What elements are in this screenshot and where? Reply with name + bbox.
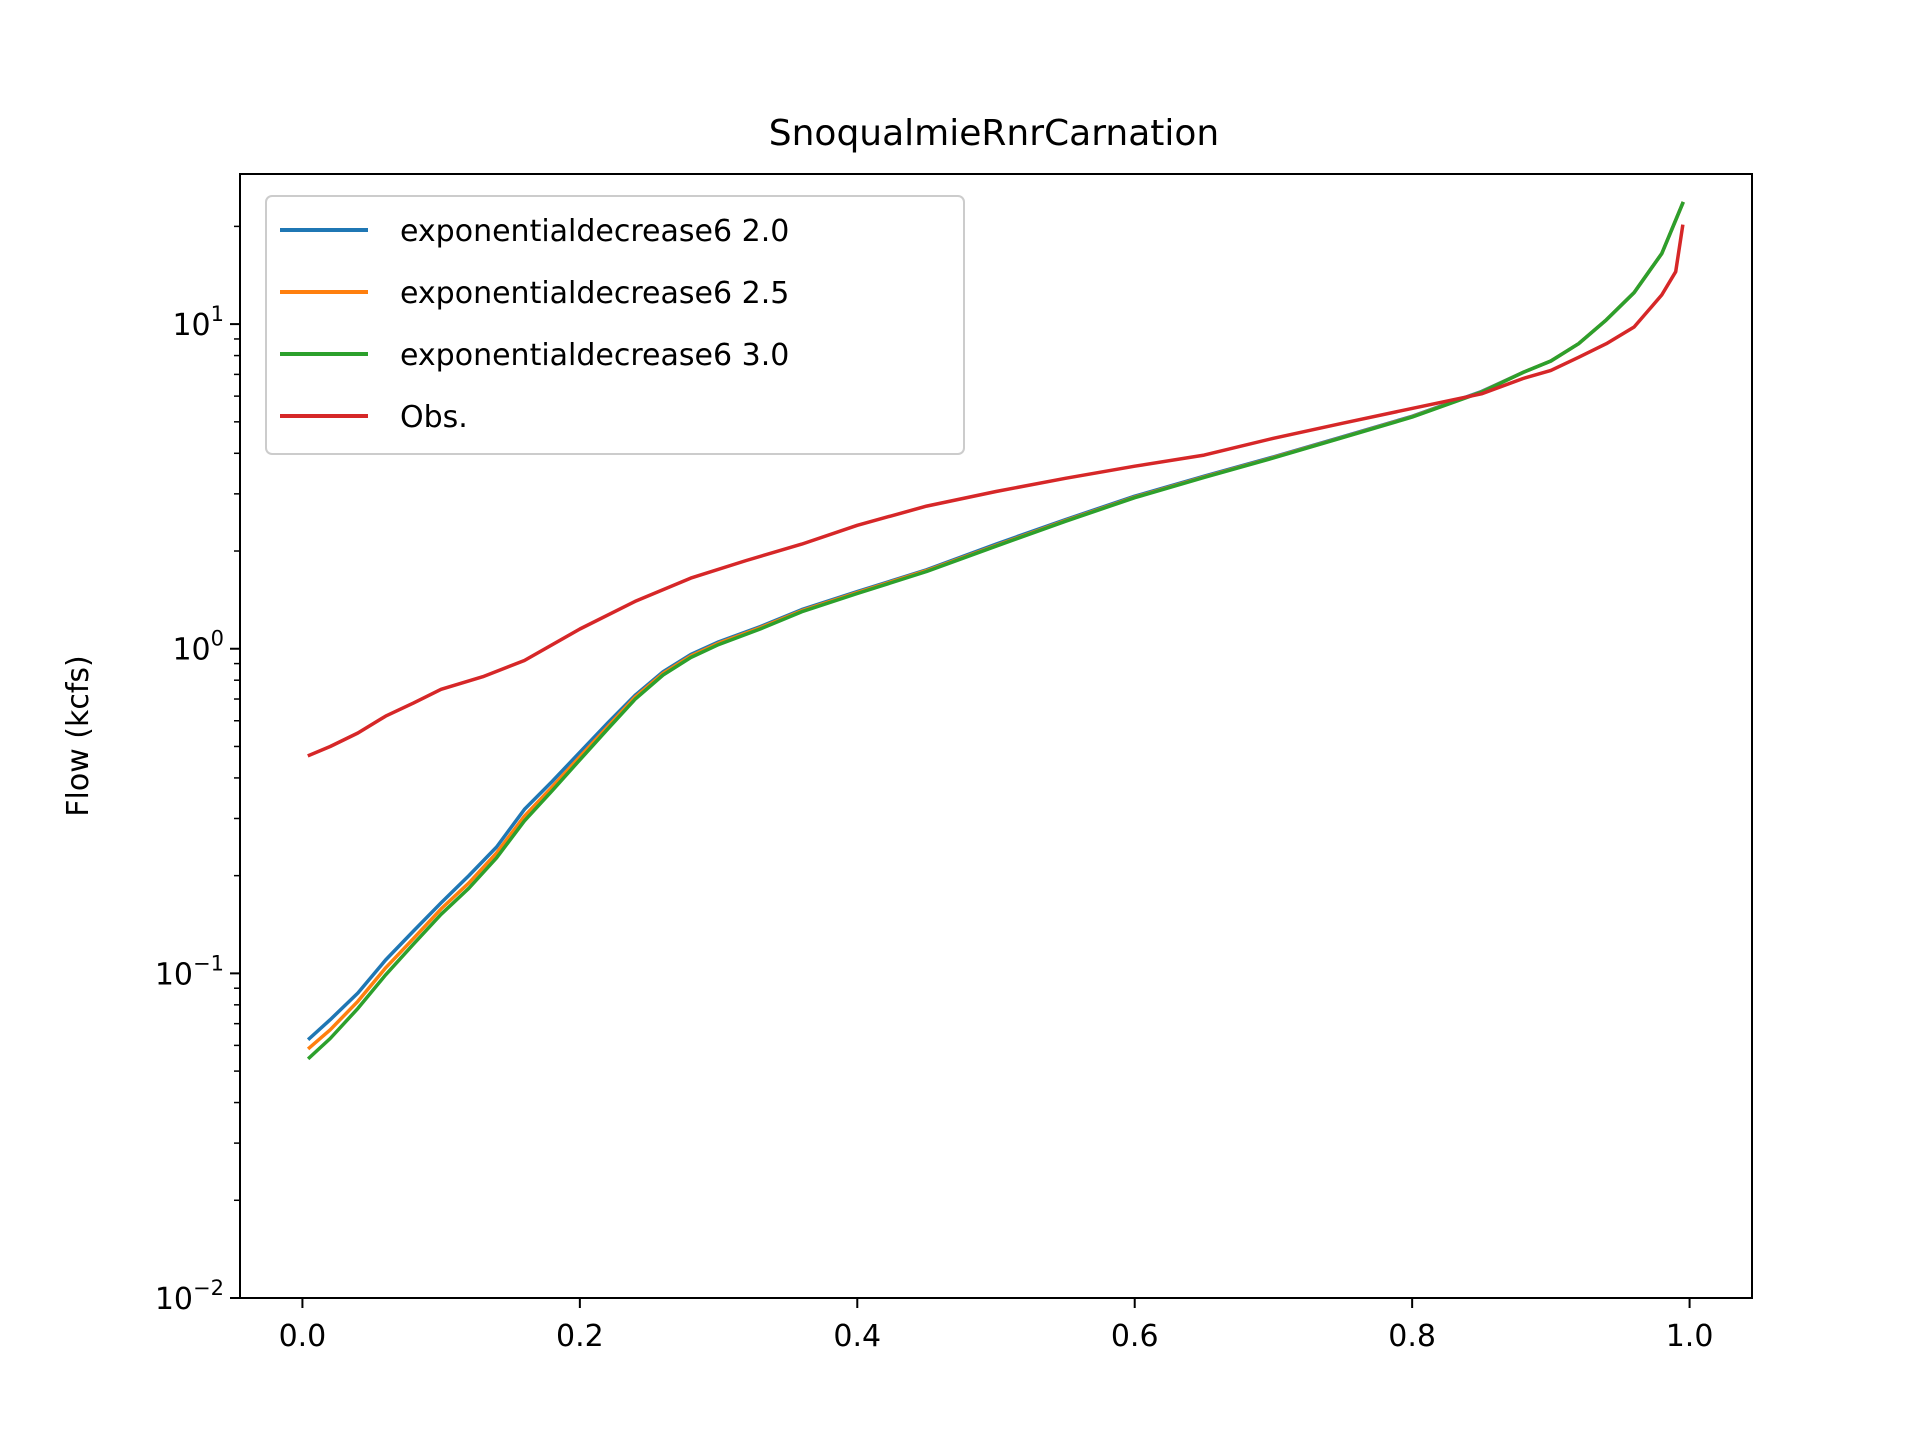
legend-label-3: Obs. — [400, 400, 468, 435]
x-tick-label: 0.8 — [1388, 1319, 1436, 1354]
series-line-2 — [306, 201, 1685, 1061]
legend-label-0: exponentialdecrease6 2.0 — [400, 214, 789, 249]
x-tick-label: 0.2 — [556, 1319, 604, 1354]
legend-label-1: exponentialdecrease6 2.5 — [400, 276, 789, 311]
legend-box — [265, 195, 965, 455]
x-tick-label: 1.0 — [1666, 1319, 1714, 1354]
y-tick-label: 10−2 — [155, 1276, 224, 1317]
y-tick-label: 101 — [172, 302, 224, 343]
y-tick-label: 100 — [172, 627, 224, 668]
chart-title: SnoqualmieRnrCarnation — [769, 113, 1219, 154]
x-tick-label: 0.6 — [1111, 1319, 1159, 1354]
legend: exponentialdecrease6 2.0 exponentialdecre… — [265, 195, 965, 455]
y-tick-label: 10−1 — [155, 951, 224, 992]
series-layer — [306, 201, 1685, 1061]
x-tick-label: 0.4 — [833, 1319, 881, 1354]
y-axis-label: Flow (kcfs) — [61, 655, 96, 816]
plot-frame — [239, 173, 1753, 1299]
x-tick-label: 0.0 — [279, 1319, 327, 1354]
x-axis: 0.0 0.2 0.4 0.6 0.8 1.0 — [279, 1298, 1714, 1354]
legend-label-2: exponentialdecrease6 3.0 — [400, 338, 789, 373]
series-line-3 — [307, 224, 1685, 758]
y-axis: 10−2 10−1 100 101 — [155, 225, 240, 1317]
